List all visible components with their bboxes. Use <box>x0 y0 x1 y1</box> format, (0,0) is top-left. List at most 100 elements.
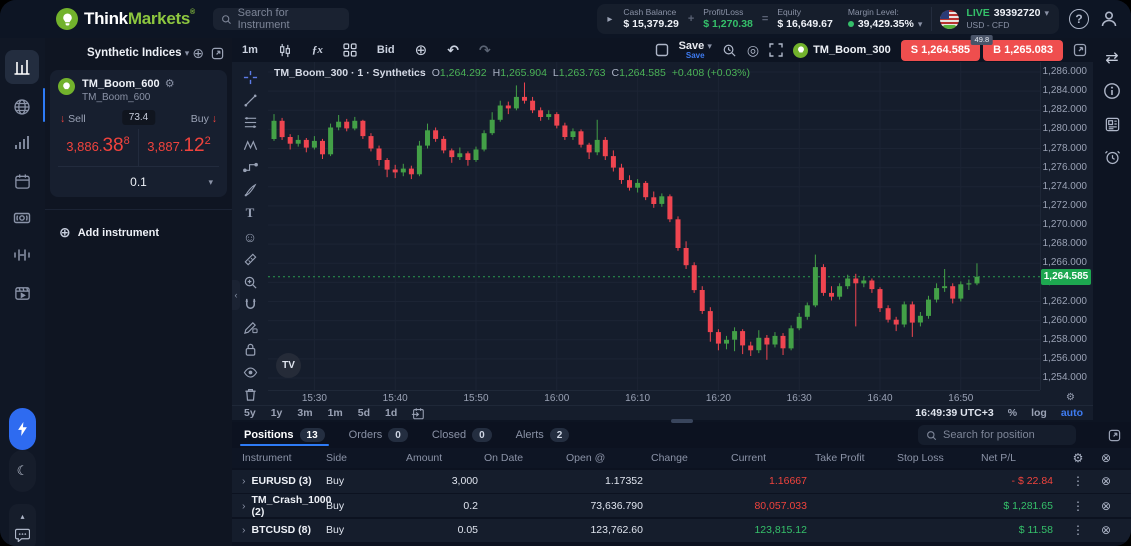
time-axis[interactable]: 15:30 15:40 15:50 16:00 16:10 16:20 16:30 16:40… <box>268 390 1040 405</box>
bid-ask-toggle[interactable]: Bid <box>376 44 395 56</box>
volume-selector[interactable]: 0.1 ▾ <box>130 175 213 190</box>
tab-closed[interactable]: Closed 0 <box>432 424 492 446</box>
column-header[interactable]: Net P/L <box>981 452 1017 464</box>
column-header[interactable]: Amount <box>406 452 443 464</box>
theme-toggle[interactable]: ☾ <box>9 408 36 492</box>
add-instrument-button[interactable]: ⊕ Add instrument <box>59 224 160 241</box>
redo-button[interactable]: ↷ <box>478 41 491 58</box>
column-header[interactable]: Current <box>731 452 767 464</box>
chat-icon[interactable] <box>15 528 30 543</box>
info-icon[interactable] <box>1101 80 1123 102</box>
crosshair-tool[interactable] <box>239 70 261 85</box>
column-header[interactable]: Take Profit <box>815 452 865 464</box>
profile-icon[interactable] <box>1099 9 1119 29</box>
close-position-icon[interactable]: ⊗ <box>1100 499 1112 513</box>
sell-order-button[interactable]: S 1,264.585 <box>900 39 981 61</box>
layout-select-icon[interactable] <box>655 43 669 57</box>
help-icon[interactable]: ? <box>1069 9 1089 29</box>
close-position-icon[interactable]: ⊗ <box>1100 523 1112 537</box>
sidebar-item-trade[interactable] <box>5 50 39 84</box>
undo-button[interactable]: ↶ <box>447 41 459 58</box>
active-symbol-chip[interactable]: TM_Boom_300 <box>793 42 891 58</box>
range-button-1m[interactable]: 1m <box>327 407 343 419</box>
ruler-tool[interactable] <box>239 252 261 267</box>
range-button-3m[interactable]: 3m <box>297 407 313 419</box>
text-tool[interactable]: T <box>245 205 255 220</box>
sidebar-item-calendar[interactable] <box>5 164 39 198</box>
prediction-tool[interactable] <box>239 160 261 175</box>
instrument-settings-icon[interactable]: ⚙ <box>164 78 175 90</box>
lock-tool[interactable] <box>239 342 261 357</box>
expand-trade-panel-icon[interactable] <box>1073 43 1087 57</box>
panel-resize-handle[interactable] <box>670 419 693 423</box>
stats-expander-icon[interactable]: ▸ <box>607 13 613 25</box>
close-all-icon[interactable]: ⊗ <box>1100 451 1112 465</box>
log-scale-button[interactable]: log <box>1031 407 1047 419</box>
swap-panels-icon[interactable]: ⇄ <box>1105 50 1119 67</box>
row-menu-icon[interactable]: ⋮ <box>1072 474 1084 488</box>
emoji-tool[interactable]: ☺ <box>242 228 258 245</box>
row-menu-icon[interactable]: ⋮ <box>1072 523 1084 537</box>
buy-price-button[interactable]: 3,887.122 <box>147 135 211 157</box>
trendline-tool[interactable] <box>239 93 261 108</box>
moon-icon[interactable]: ☾ <box>9 450 36 492</box>
range-button-5y[interactable]: 5y <box>244 407 256 419</box>
drawing-mode-tool[interactable] <box>239 320 261 335</box>
tab-positions[interactable]: Positions 13 <box>240 424 329 446</box>
brush-tool[interactable] <box>239 183 261 198</box>
remove-drawings-tool[interactable] <box>239 387 261 402</box>
chart-canvas[interactable]: TM_Boom_300 · 1 · Synthetics O1,264.292 … <box>268 62 1040 390</box>
position-row[interactable]: › BTCUSD (8) Buy 0.05 123,762.60 123,815.12 $ … <box>232 518 1131 542</box>
column-header[interactable]: Stop Loss <box>897 452 944 464</box>
lightning-icon[interactable] <box>9 408 36 450</box>
bar-replay-icon[interactable] <box>722 43 737 58</box>
position-row[interactable]: › TM_Crash_1000 (2) Buy 0.2 73,636.790 80,057… <box>232 494 1131 518</box>
sidebar-item-media[interactable] <box>5 276 39 310</box>
column-header[interactable]: Open @ <box>566 452 606 464</box>
sidebar-item-markets[interactable] <box>5 90 39 124</box>
account-selector[interactable]: LIVE 39392720 ▾ USD - CFD <box>931 7 1049 31</box>
margin-level[interactable]: Margin Level: 39,429.35% ▾ <box>847 7 923 30</box>
tradingview-logo[interactable]: TV <box>276 353 301 378</box>
fib-tool[interactable] <box>239 115 261 130</box>
alerts-icon[interactable] <box>1101 146 1123 168</box>
position-row[interactable]: › EURUSD (3) Buy 3,000 1.17352 1.16667 - $ 22.… <box>232 469 1131 493</box>
price-axis[interactable]: 1,264.585 1,286.000 1,284.000 1,282.000 1,2… <box>1040 62 1093 390</box>
chart-area[interactable]: T ☺ ‹ TM_Boom_300 · 1 · Synthetics O1,26… <box>232 62 1093 420</box>
range-button-1y[interactable]: 1y <box>270 407 283 419</box>
news-icon[interactable] <box>1101 113 1123 135</box>
column-header[interactable]: Side <box>326 452 348 464</box>
percent-scale-button[interactable]: % <box>1007 407 1018 419</box>
tab-alerts[interactable]: Alerts 2 <box>516 424 570 446</box>
compare-button[interactable]: ⊕ <box>414 42 428 59</box>
tab-orders[interactable]: Orders 0 <box>349 424 408 446</box>
zoom-in-tool[interactable] <box>239 275 261 290</box>
position-search-input[interactable]: Search for position <box>918 425 1076 445</box>
instrument-card[interactable]: TM_Boom_600 ⚙ TM_Boom_600 ↓ Sell 73.4 Bu… <box>50 70 227 198</box>
buy-order-button[interactable]: B 1,265.083 <box>983 39 1063 61</box>
axis-settings-icon[interactable]: ⚙ <box>1066 392 1075 403</box>
magnet-tool[interactable] <box>239 297 261 312</box>
row-menu-icon[interactable]: ⋮ <box>1072 499 1084 513</box>
goto-date-icon[interactable] <box>411 407 425 420</box>
column-header[interactable]: Instrument <box>242 452 292 464</box>
watchlist-group-selector[interactable]: Synthetic Indices ▾ <box>87 47 190 59</box>
auto-scale-button[interactable]: auto <box>1060 407 1083 419</box>
thinkmarkets-logo[interactable]: ThinkMarkets® <box>56 8 195 30</box>
add-watchlist-icon[interactable]: ⊕ <box>192 44 204 61</box>
expand-positions-icon[interactable] <box>1108 429 1121 442</box>
indicators-button[interactable]: ƒx <box>311 44 323 56</box>
pattern-tool[interactable] <box>239 138 261 153</box>
chart-type-button[interactable] <box>268 43 302 58</box>
chart-clock[interactable]: 16:49:39 UTC+3 <box>915 407 994 419</box>
sidebar-item-signals[interactable] <box>5 126 39 160</box>
timeframe-button[interactable]: 1m <box>242 44 258 56</box>
target-icon[interactable]: ◎ <box>746 41 760 58</box>
close-position-icon[interactable]: ⊗ <box>1100 474 1112 488</box>
save-layout-button[interactable]: Save ▾ Save <box>678 39 712 60</box>
range-button-1d[interactable]: 1d <box>385 407 398 419</box>
column-header[interactable]: On Date <box>484 452 524 464</box>
watchlist-collapse-handle[interactable]: ‹ <box>232 280 240 310</box>
column-header[interactable]: Change <box>651 452 688 464</box>
chevron-up-icon[interactable]: ▴ <box>20 511 25 521</box>
